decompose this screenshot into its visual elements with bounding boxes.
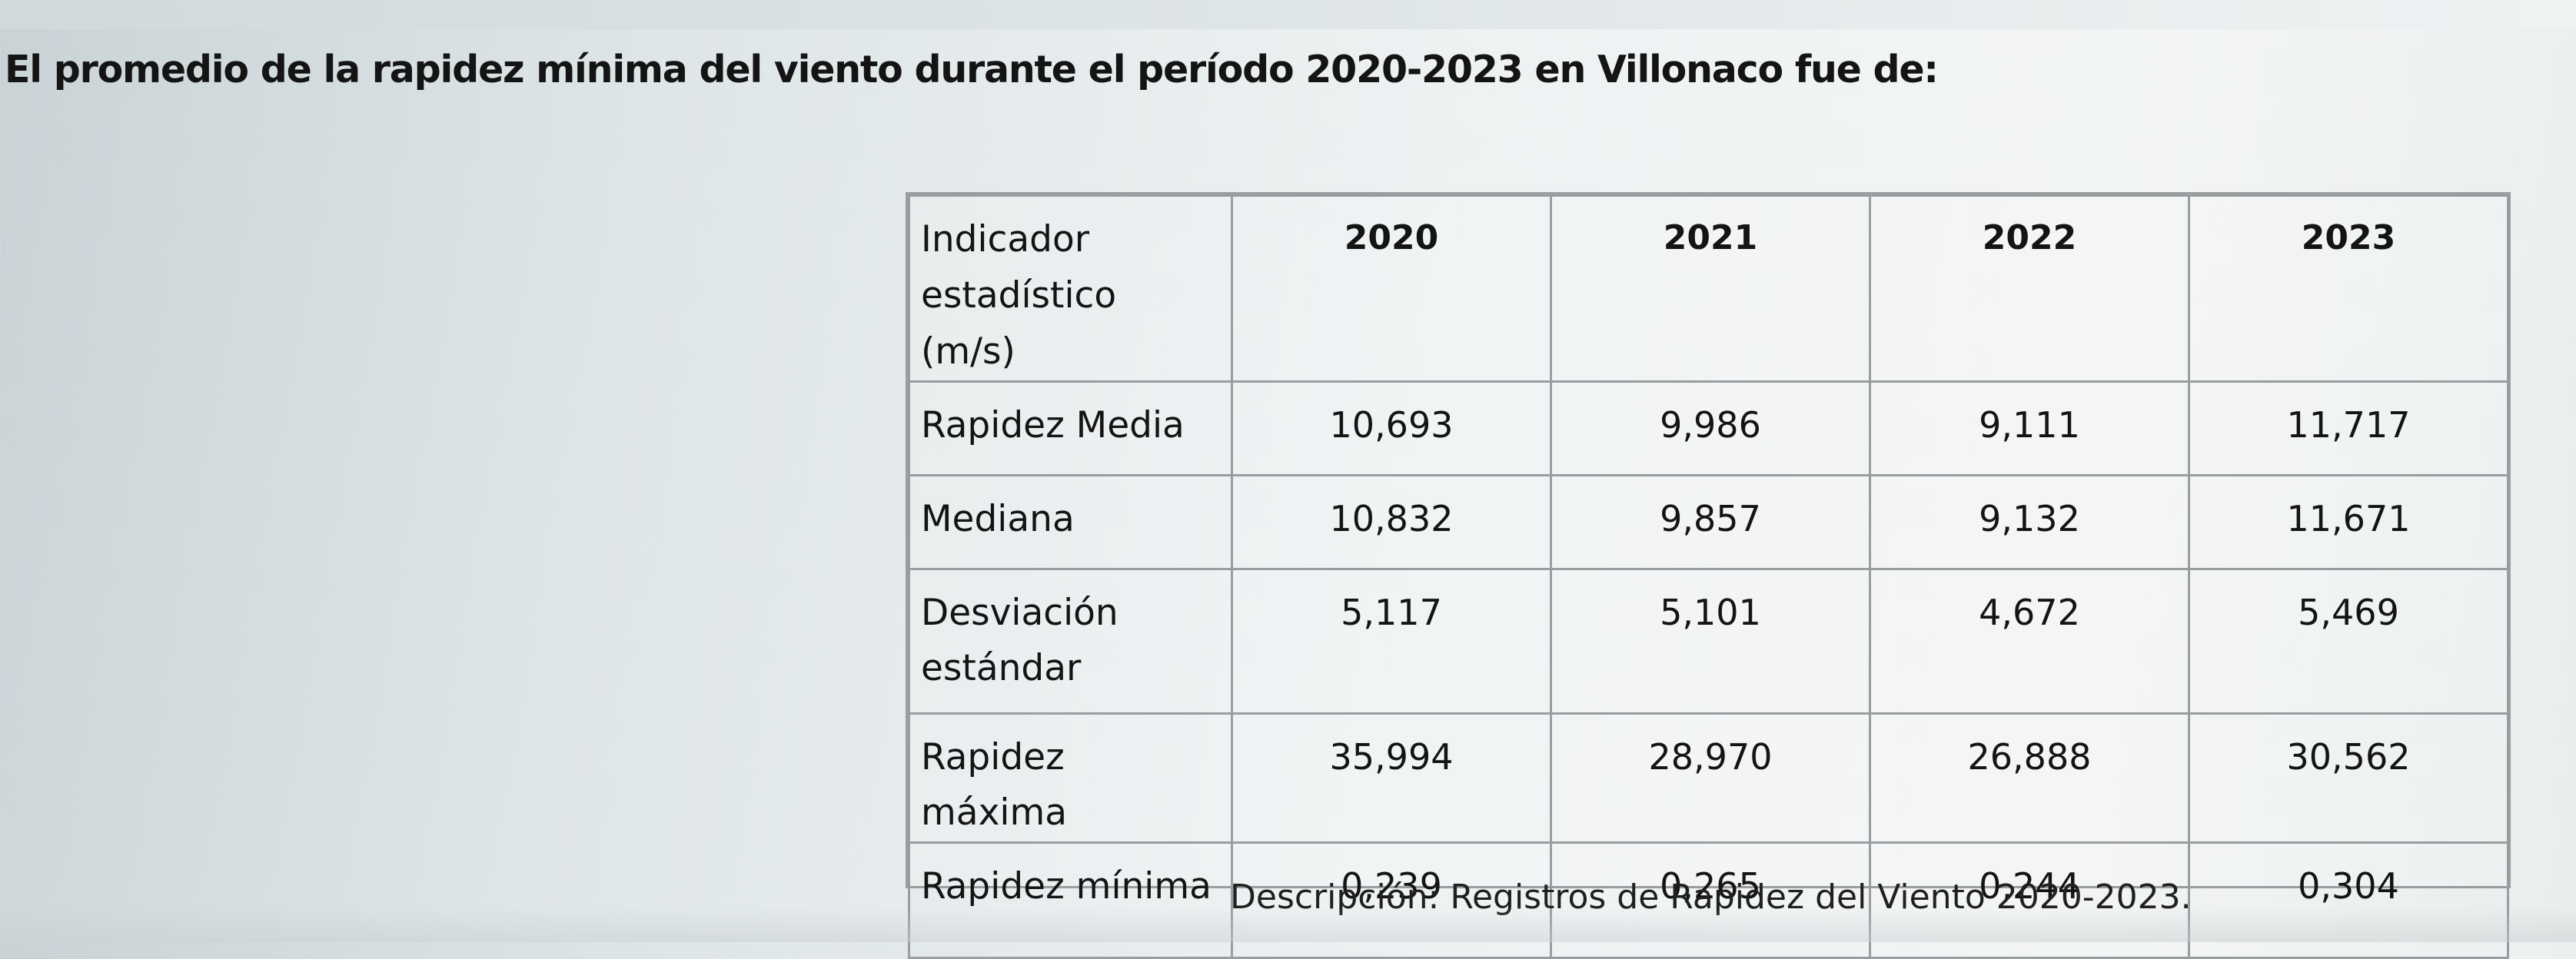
header-year-2022: 2022 xyxy=(1869,194,2190,383)
table-cell: 11,671 xyxy=(2188,473,2509,570)
row-label: Desviación estándar xyxy=(908,567,1233,715)
table-cell: 5,117 xyxy=(1231,567,1552,715)
table-cell: 30,562 xyxy=(2188,712,2509,845)
wind-speed-table: Indicador estadístico (m/s) 2020 2021 20… xyxy=(908,194,2509,959)
header-year-2020: 2020 xyxy=(1231,194,1552,383)
table-cell: 9,986 xyxy=(1550,380,1871,476)
table-row: Rapidez Media 10,693 9,986 9,111 11,717 xyxy=(908,380,2509,476)
table-cell: 9,857 xyxy=(1550,473,1871,570)
table-cell: 10,693 xyxy=(1231,380,1552,476)
table-cell: 28,970 xyxy=(1550,712,1871,845)
table-cell: 11,717 xyxy=(2188,380,2509,476)
question-text: El promedio de la rapidez mínima del vie… xyxy=(5,48,1939,91)
table-cell: 4,672 xyxy=(1869,567,2190,715)
header-year-2023: 2023 xyxy=(2188,194,2509,383)
row-label: Rapidez Media xyxy=(908,380,1233,476)
table-cell: 9,111 xyxy=(1869,380,2190,476)
row-label: Rapidez máxima xyxy=(908,712,1233,845)
wind-speed-table-container: Indicador estadístico (m/s) 2020 2021 20… xyxy=(906,192,2511,959)
table-row: Rapidez máxima 35,994 28,970 26,888 30,5… xyxy=(908,712,2509,845)
table-row: Desviación estándar 5,117 5,101 4,672 5,… xyxy=(908,567,2509,715)
table-cell: 9,132 xyxy=(1869,473,2190,570)
table-cell: 10,832 xyxy=(1231,473,1552,570)
bottom-shadow xyxy=(0,907,2576,942)
table-cell: 5,469 xyxy=(2188,567,2509,715)
row-label: Mediana xyxy=(908,473,1233,570)
table-cell: 5,101 xyxy=(1550,567,1871,715)
header-indicator: Indicador estadístico (m/s) xyxy=(908,194,1233,383)
header-year-2021: 2021 xyxy=(1550,194,1871,383)
table-header-row: Indicador estadístico (m/s) 2020 2021 20… xyxy=(908,194,2509,383)
table-row: Mediana 10,832 9,857 9,132 11,671 xyxy=(908,473,2509,570)
top-band xyxy=(0,0,2576,29)
table-cell: 35,994 xyxy=(1231,712,1552,845)
table-cell: 26,888 xyxy=(1869,712,2190,845)
